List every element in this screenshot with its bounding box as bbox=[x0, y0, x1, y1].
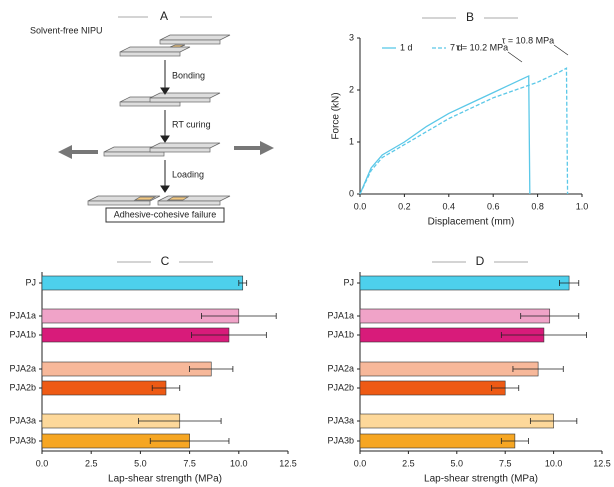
bar bbox=[360, 276, 569, 290]
bar bbox=[360, 381, 505, 395]
panel-title: A bbox=[160, 9, 168, 23]
y-tick-label: PJA2a bbox=[327, 363, 354, 373]
line-series bbox=[360, 68, 568, 194]
y-tick-label: PJA1a bbox=[327, 310, 354, 320]
x-tick-label: 7.5 bbox=[183, 458, 196, 468]
y-tick-label: PJA2a bbox=[9, 363, 36, 373]
x-tick-label: 0.0 bbox=[36, 458, 49, 468]
y-tick-label: 2 bbox=[349, 84, 354, 94]
x-tick-label: 12.5 bbox=[279, 458, 297, 468]
x-tick-label: 0.0 bbox=[354, 458, 367, 468]
x-axis-label: Lap-shear strength (MPa) bbox=[424, 474, 538, 485]
bar bbox=[360, 434, 515, 448]
bar bbox=[360, 362, 538, 376]
x-tick-label: 0.8 bbox=[531, 201, 544, 211]
x-axis-label: Displacement (mm) bbox=[428, 217, 515, 228]
bar bbox=[360, 414, 554, 428]
y-tick-label: 1 bbox=[349, 136, 354, 146]
x-tick-label: 2.5 bbox=[85, 458, 98, 468]
y-tick-label: PJA2b bbox=[9, 382, 36, 392]
diagram-label: RT curing bbox=[172, 119, 211, 129]
figure: A Solvent-free NIPU Bonding RT curing Lo… bbox=[0, 0, 614, 487]
x-tick-label: 10.0 bbox=[545, 458, 563, 468]
y-tick-label: PJA1b bbox=[327, 329, 354, 339]
y-tick-label: 0 bbox=[349, 188, 354, 198]
x-tick-label: 1.0 bbox=[576, 201, 589, 211]
y-tick-label: PJA2b bbox=[327, 382, 354, 392]
panel-title: B bbox=[466, 10, 474, 24]
x-tick-label: 0.2 bbox=[398, 201, 411, 211]
y-tick-label: PJA3a bbox=[327, 415, 354, 425]
diagram-label: Loading bbox=[172, 169, 204, 179]
diagram-label: Adhesive-cohesive failure bbox=[114, 209, 217, 219]
annotation: τ = 10.2 MPa bbox=[456, 42, 508, 52]
x-tick-label: 0.6 bbox=[487, 201, 500, 211]
x-tick-label: 5.0 bbox=[451, 458, 464, 468]
x-tick-label: 5.0 bbox=[134, 458, 147, 468]
x-tick-label: 0.0 bbox=[354, 201, 367, 211]
annotation-leader bbox=[508, 52, 522, 62]
y-tick-label: PJA3b bbox=[327, 435, 354, 445]
diagram-a: A Solvent-free NIPU Bonding RT curing Lo… bbox=[30, 9, 274, 222]
panel-title: C bbox=[161, 254, 170, 268]
diagram-label: Bonding bbox=[172, 70, 205, 80]
x-tick-label: 10.0 bbox=[230, 458, 248, 468]
annotation: τ = 10.8 MPa bbox=[502, 35, 554, 45]
annotation-leader bbox=[554, 45, 568, 55]
y-tick-label: PJA3a bbox=[9, 415, 36, 425]
arrows bbox=[161, 60, 169, 192]
y-axis-label: Force (kN) bbox=[331, 92, 342, 139]
y-tick-label: PJA1a bbox=[9, 310, 36, 320]
bar bbox=[42, 362, 211, 376]
y-tick-label: PJA3b bbox=[9, 435, 36, 445]
y-tick-label: 3 bbox=[349, 32, 354, 42]
x-tick-label: 12.5 bbox=[593, 458, 611, 468]
diagram-label: Solvent-free NIPU bbox=[30, 25, 103, 35]
y-tick-label: PJA1b bbox=[9, 329, 36, 339]
y-tick-label: PJ bbox=[25, 277, 36, 287]
x-tick-label: 2.5 bbox=[402, 458, 415, 468]
panel-title: D bbox=[476, 254, 485, 268]
bar bbox=[42, 276, 243, 290]
bar bbox=[42, 381, 166, 395]
y-tick-label: PJ bbox=[343, 277, 354, 287]
x-axis-label: Lap-shear strength (MPa) bbox=[108, 474, 222, 485]
legend-label: 1 d bbox=[400, 42, 413, 52]
x-tick-label: 0.4 bbox=[443, 201, 456, 211]
x-tick-label: 7.5 bbox=[499, 458, 512, 468]
